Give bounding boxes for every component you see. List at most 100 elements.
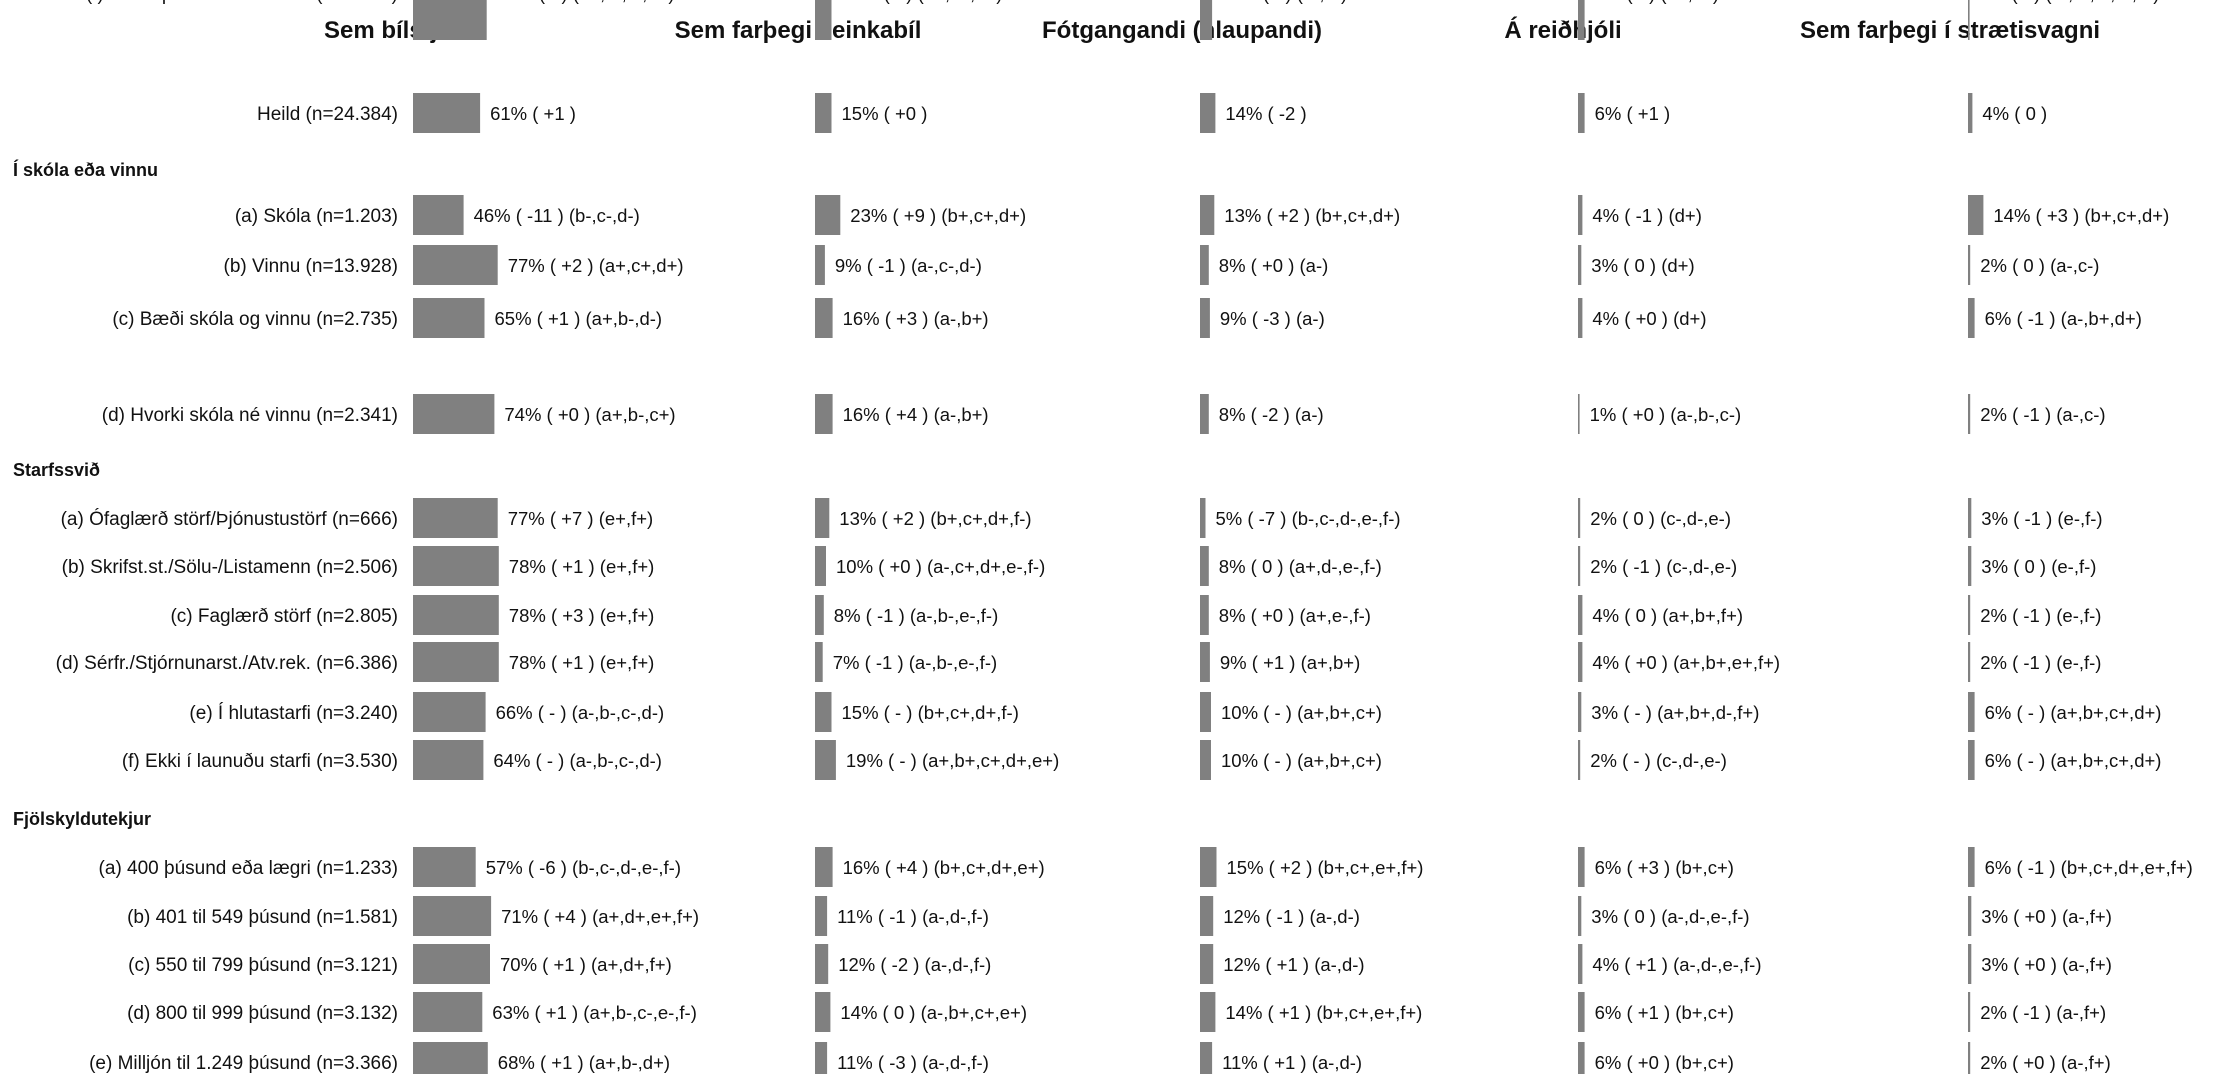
data-label: 15% ( - ) (b+,c+,d+,f-): [842, 702, 1019, 723]
data-label: 66% ( - ) (a-,b-,c-,d-): [496, 702, 665, 723]
bar: [1578, 896, 1582, 936]
bar: [1578, 394, 1580, 434]
bar: [1968, 896, 1972, 936]
data-label: 65% ( +1 ) (a+,b-,d-): [495, 308, 663, 329]
data-label: 3% ( 0 ) (d+): [1591, 255, 1694, 276]
bar: [1200, 546, 1209, 586]
chart-row: Heild (n=24.384) 61% ( +1 ) 15% ( +0 ) 14% …: [257, 93, 2047, 133]
data-label: 8% ( -2 ) (a-): [1219, 404, 1324, 425]
bar: [1200, 896, 1214, 936]
bar: [413, 692, 486, 732]
bar: [815, 595, 824, 635]
bar: [1200, 692, 1211, 732]
row-label: (b) 401 til 549 þúsund (n=1.581): [127, 907, 398, 928]
data-label: 46% ( -11 ) (b-,c-,d-): [474, 205, 640, 226]
bar: [1968, 944, 1972, 984]
bar: [413, 896, 492, 936]
data-label: 2% ( -1 ) (e-,f-): [1980, 652, 2101, 673]
bar: [1578, 642, 1583, 682]
data-label: 6% ( +1 ) (b+,c+): [1595, 1002, 1734, 1023]
chart-row: (d) Sérfr./Stjórnunarst./Atv.rek. (n=6.3…: [56, 642, 2101, 682]
bar: [413, 1042, 488, 1074]
bar: [1200, 1042, 1213, 1074]
data-label: 3% ( - ) (a+,b+,d-,f+): [1591, 702, 1759, 723]
data-label: 23% ( +9 ) (b+,c+,d+): [850, 205, 1026, 226]
data-label: 78% ( +1 ) (e+,f+): [509, 556, 655, 577]
data-label: 6% ( - ) (a+,b+,c+,d+): [1985, 750, 2162, 771]
bar: [815, 0, 832, 40]
chart-row: (b) Skrifst.st./Sölu-/Listamenn (n=2.506…: [62, 546, 2096, 586]
bar: [1968, 546, 1972, 586]
data-label: 11% ( +1 ) (a-,d-): [1222, 1052, 1362, 1073]
row-label: (b) Skrifst.st./Sölu-/Listamenn (n=2.506…: [62, 557, 398, 578]
data-label: 13% ( +2 ) (b+,c+,d+): [1224, 205, 1400, 226]
panel-title: Sem farþegi í einkabíl: [675, 17, 922, 44]
bar: [815, 740, 836, 780]
row-label: (f) Ekki í launuðu starfi (n=3.530): [122, 751, 398, 772]
data-label: 16% ( +4 ) (a-,b+): [843, 404, 989, 425]
data-label: 4% ( 0 ): [1982, 103, 2047, 124]
data-label: 4% ( 0 ) (a+,b+,f+): [1592, 605, 1743, 626]
data-label: 2% ( -1 ) (e-,f-): [1980, 605, 2101, 626]
bar: [1200, 740, 1211, 780]
data-label: 1% ( - ) (a-,b-,c-,d-,e-): [1980, 0, 2160, 4]
row-label: (f) 1.250 þúsund eða hærri (n=5.456): [86, 0, 398, 5]
data-label: 19% ( - ) (a+,b+,c+,d+,e+): [846, 750, 1059, 771]
bar: [815, 992, 831, 1032]
bar: [413, 195, 464, 235]
data-label: 6% ( -1 ) (b+,c+,d+,e+,f+): [1985, 857, 2193, 878]
data-label: 3% ( -1 ) (e-,f-): [1981, 508, 2102, 529]
data-label: 16% ( +4 ) (b+,c+,d+,e+): [843, 857, 1045, 878]
bar: [1578, 847, 1585, 887]
data-label: 9% ( -1 ) (a-,c-,d-): [835, 255, 982, 276]
row-label: (b) Vinnu (n=13.928): [224, 256, 398, 277]
section-label: Í skóla eða vinnu: [13, 159, 158, 180]
data-label: 57% ( -6 ) (b-,c-,d-,e-,f-): [486, 857, 681, 878]
data-label: 2% ( -1 ) (a-,c-): [1980, 404, 2105, 425]
data-label: 2% ( 0 ) (a-,c-): [1980, 255, 2099, 276]
bar: [413, 0, 487, 40]
data-label: 10% ( - ) (a+,b+,c+): [1221, 702, 1382, 723]
data-label: 8% ( 0 ) (a+,d-,e-,f-): [1219, 556, 1382, 577]
row-label: (e) Í hlutastarfi (n=3.240): [189, 703, 398, 724]
data-label: 78% ( +3 ) (e+,f+): [509, 605, 655, 626]
data-label: 12% ( -2 ) (a-,d-,f-): [838, 954, 991, 975]
bar: [413, 740, 484, 780]
bar: [1578, 1042, 1585, 1074]
bar: [1200, 498, 1206, 538]
bar: [1968, 595, 1971, 635]
data-label: 13% ( +2 ) (b+,c+,d+,f-): [839, 508, 1031, 529]
chart-row: (a) Ófaglærð störf/Þjónustustörf (n=666)…: [61, 498, 2103, 538]
section-label: Fjölskyldutekjur: [13, 809, 151, 829]
data-label: 6% ( +3 ) (b+,c+): [1595, 857, 1734, 878]
data-label: 77% ( +7 ) (e+,f+): [508, 508, 654, 529]
bar: [413, 93, 481, 133]
section-label: Starfssvið: [13, 460, 100, 480]
data-label: 14% ( +1 ) (b+,c+,e+,f+): [1225, 1002, 1422, 1023]
data-label: 2% ( -1 ) (c-,d-,e-): [1590, 556, 1737, 577]
data-label: 64% ( - ) (a-,b-,c-,d-): [493, 750, 662, 771]
data-label: 77% ( +2 ) (a+,c+,d+): [508, 255, 684, 276]
bar: [1968, 93, 1973, 133]
data-label: 7% ( -1 ) (a-,b-,e-,f-): [833, 652, 997, 673]
bar: [1968, 847, 1975, 887]
row-label: (c) 550 til 799 þúsund (n=3.121): [128, 955, 398, 976]
bar: [815, 498, 830, 538]
bar: [1200, 595, 1209, 635]
bar: [1578, 298, 1583, 338]
data-label: 3% ( +0 ) (a-,f+): [1981, 954, 2112, 975]
data-label: 8% ( -1 ) (a-,b-,e-,f-): [834, 605, 998, 626]
data-label: 6% ( -1 ) (a-,b+,d+): [1985, 308, 2142, 329]
panel-title: Fótgangandi (hlaupandi): [1042, 17, 1322, 44]
bar: [413, 546, 499, 586]
bar: [1578, 0, 1585, 40]
bar: [1578, 595, 1583, 635]
data-label: 14% ( +3 ) (b+,c+,d+): [1993, 205, 2169, 226]
bar: [413, 298, 485, 338]
bar: [1200, 245, 1209, 285]
bar: [815, 195, 841, 235]
bar: [1968, 298, 1975, 338]
chart-row: (d) Hvorki skóla né vinnu (n=2.341) 74% (…: [102, 394, 2106, 434]
data-label: 1% ( +0 ) (a-,b-,c-): [1590, 404, 1742, 425]
